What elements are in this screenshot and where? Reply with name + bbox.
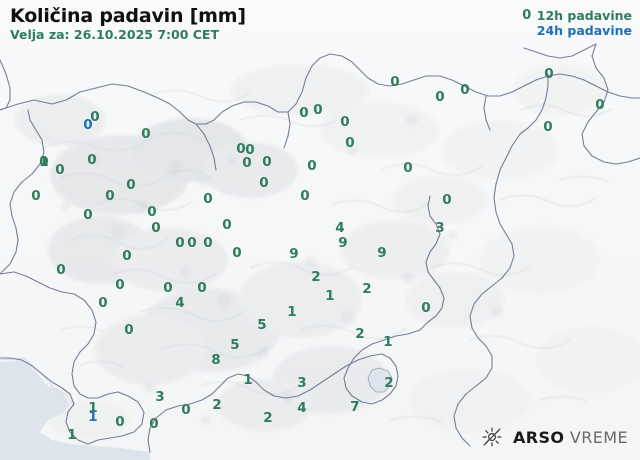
station-value-marker: 0: [83, 207, 93, 223]
station-value-marker: 0: [390, 74, 400, 90]
station-value-marker: 0: [236, 141, 246, 157]
station-value-marker: 0: [105, 188, 115, 204]
station-value-marker: 0: [259, 175, 269, 191]
station-value-marker: 0: [299, 105, 309, 121]
legend-item-24h: 24h padavine: [521, 23, 632, 38]
station-value-marker: 0: [595, 97, 605, 113]
legend-item-12h: 0 12h padavine: [521, 8, 632, 23]
station-value-marker: 2: [212, 397, 222, 413]
station-value-marker: 0: [126, 177, 136, 193]
arso-name: ARSO: [512, 427, 565, 447]
station-value-marker: 0: [55, 162, 65, 178]
station-value-marker: 0: [56, 262, 66, 278]
station-value-marker: 3: [297, 375, 307, 391]
station-value-marker: 0: [197, 280, 207, 296]
station-value-marker: 1: [287, 304, 297, 320]
station-value-marker: 1: [39, 154, 49, 170]
station-value-marker: 9: [338, 235, 348, 251]
station-value-marker: 4: [175, 295, 185, 311]
station-value-marker: 0: [403, 160, 413, 176]
station-value-marker: 0: [175, 235, 185, 251]
station-value-marker: 0: [163, 280, 173, 296]
station-value-marker: 0: [149, 416, 159, 432]
valid-for-timestamp: Velja za: 26.10.2025 7:00 CET: [10, 27, 219, 42]
station-value-marker: 0: [83, 117, 93, 133]
station-value-marker: 0: [181, 402, 191, 418]
station-value-marker: 0: [262, 154, 272, 170]
station-value-marker: 0: [421, 300, 431, 316]
station-value-marker: 0: [115, 277, 125, 293]
station-value-marker: 0: [307, 158, 317, 174]
station-value-marker: 0: [460, 82, 470, 98]
station-value-marker: 0: [300, 188, 310, 204]
station-value-marker: 4: [297, 400, 307, 416]
station-value-marker: 0: [98, 295, 108, 311]
station-value-marker: 0: [39, 154, 49, 170]
station-value-marker: 1: [243, 372, 253, 388]
station-value-marker: 3: [155, 389, 165, 405]
legend: 0 12h padavine 24h padavine: [521, 8, 632, 38]
station-value-marker: 0: [345, 135, 355, 151]
station-value-marker: 0: [151, 220, 161, 236]
station-value-marker: 0: [340, 114, 350, 130]
arso-wordmark: ARSO VREME: [513, 428, 628, 447]
station-value-marker: 2: [362, 281, 372, 297]
station-value-marker: 1: [88, 400, 98, 416]
legend-label-12h: 12h padavine: [536, 8, 632, 23]
station-value-marker: 1: [325, 288, 335, 304]
station-value-marker: 1: [88, 409, 98, 425]
station-value-marker: 5: [230, 337, 240, 353]
station-value-marker: 0: [147, 204, 157, 220]
station-value-marker: 0: [544, 66, 554, 82]
station-value-marker: 0: [87, 152, 97, 168]
station-value-marker: 0: [31, 188, 41, 204]
station-value-marker: 0: [313, 102, 323, 118]
station-value-marker: 9: [377, 245, 387, 261]
page-title: Količina padavin [mm]: [10, 5, 246, 27]
station-value-marker: 2: [311, 269, 321, 285]
station-value-marker: 0: [222, 217, 232, 233]
vreme-name: VREME: [569, 427, 628, 447]
station-value-marker: 8: [211, 352, 221, 368]
station-value-marker: 0: [242, 155, 252, 171]
station-value-marker: 0: [442, 192, 452, 208]
station-value-marker: 2: [263, 410, 273, 426]
station-value-marker: 0: [203, 235, 213, 251]
station-value-marker: 2: [355, 326, 365, 342]
legend-sample-marker-icon: 0: [522, 8, 532, 23]
station-value-marker: 0: [245, 142, 255, 158]
station-value-marker: 0: [122, 248, 132, 264]
station-value-marker: 0: [543, 119, 553, 135]
station-value-marker: 0: [90, 109, 100, 125]
title-block: Količina padavin [mm] Velja za: 26.10.20…: [10, 4, 246, 43]
station-value-marker: 0: [187, 235, 197, 251]
station-value-marker: 3: [435, 220, 445, 236]
arso-vreme-logo: ARSO VREME: [481, 426, 628, 448]
station-value-marker: 2: [384, 375, 394, 391]
station-value-marker: 7: [350, 399, 360, 415]
station-value-marker: 1: [67, 427, 77, 443]
station-value-marker: 1: [383, 334, 393, 350]
sun-rays-icon: [482, 427, 502, 447]
station-value-marker: 0: [124, 322, 134, 338]
station-value-marker: 0: [203, 191, 213, 207]
station-value-marker: 5: [257, 317, 267, 333]
station-value-marker: 0: [435, 89, 445, 105]
station-value-marker: 0: [232, 245, 242, 261]
station-value-marker: 9: [289, 246, 299, 262]
station-value-marker: 0: [115, 414, 125, 430]
station-value-marker: 4: [335, 220, 345, 236]
legend-label-24h: 24h padavine: [536, 23, 632, 38]
station-value-marker: 0: [141, 126, 151, 142]
